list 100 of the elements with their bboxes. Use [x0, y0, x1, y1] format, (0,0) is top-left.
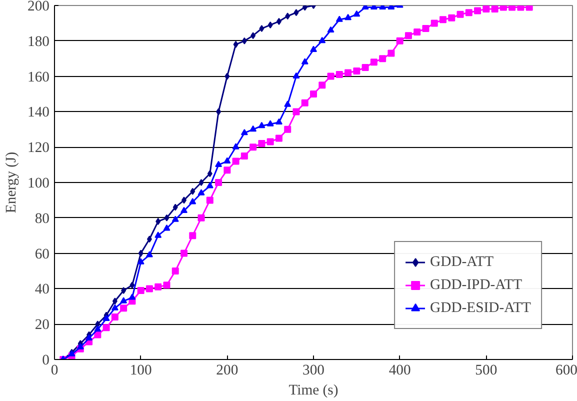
- point: [189, 232, 196, 240]
- point: [121, 286, 126, 294]
- point: [112, 298, 118, 305]
- point: [292, 72, 300, 79]
- point: [422, 25, 430, 32]
- point: [276, 18, 282, 25]
- point: [275, 118, 282, 125]
- point: [111, 304, 118, 310]
- point: [284, 100, 292, 107]
- point: [259, 25, 264, 32]
- y-tick-label: 160: [28, 69, 50, 86]
- point: [379, 55, 386, 62]
- y-tick-label: 80: [34, 210, 50, 227]
- point: [242, 37, 247, 44]
- point: [137, 286, 144, 294]
- point: [207, 170, 212, 178]
- point: [482, 6, 490, 13]
- point: [198, 214, 205, 222]
- point: [240, 152, 248, 160]
- y-tick-label: 20: [34, 317, 50, 334]
- legend-label: GDD-ATT: [430, 254, 494, 270]
- point: [353, 67, 360, 74]
- point: [102, 324, 110, 332]
- point: [128, 294, 136, 300]
- point: [130, 282, 135, 289]
- point: [138, 250, 144, 257]
- point: [232, 143, 240, 150]
- x-tick-label: 400: [388, 362, 411, 378]
- point: [526, 6, 533, 11]
- point: [206, 196, 214, 204]
- point: [301, 58, 308, 64]
- point: [137, 258, 144, 264]
- point: [396, 37, 404, 44]
- point: [215, 160, 222, 168]
- point: [86, 334, 93, 340]
- point: [111, 314, 118, 321]
- point: [258, 122, 266, 128]
- point: [301, 99, 308, 106]
- point: [156, 218, 161, 225]
- point: [198, 189, 205, 196]
- point: [240, 128, 248, 136]
- point: [370, 58, 378, 66]
- point: [327, 72, 334, 80]
- y-tick-label: 180: [28, 34, 50, 50]
- point: [292, 108, 300, 116]
- point: [94, 325, 102, 332]
- y-axis-title: Energy (J): [4, 152, 20, 214]
- point: [172, 204, 178, 211]
- point: [206, 182, 214, 188]
- point: [76, 343, 84, 350]
- point: [250, 32, 256, 40]
- point: [353, 10, 360, 17]
- x-axis-title: Time (s): [288, 382, 338, 398]
- point: [233, 40, 238, 48]
- point: [508, 6, 516, 11]
- point: [216, 108, 222, 116]
- point: [120, 304, 128, 312]
- point: [224, 72, 230, 80]
- y-tick-label: 120: [28, 140, 50, 156]
- point: [344, 69, 352, 76]
- point: [250, 125, 257, 132]
- point: [102, 314, 110, 322]
- y-tick-label: 140: [28, 104, 50, 121]
- point: [456, 10, 464, 18]
- x-tick-label: 600: [556, 362, 577, 378]
- y-tick-label: 0: [42, 352, 50, 368]
- point: [180, 206, 188, 214]
- point: [172, 216, 179, 222]
- point: [224, 157, 231, 164]
- point: [163, 224, 170, 231]
- point: [215, 179, 222, 186]
- point: [336, 16, 343, 22]
- point: [465, 9, 472, 16]
- point: [266, 120, 274, 126]
- point: [164, 214, 170, 222]
- point: [327, 26, 334, 33]
- point: [154, 232, 162, 238]
- point: [190, 188, 196, 195]
- point: [154, 283, 162, 290]
- point: [146, 251, 153, 258]
- point: [180, 250, 188, 257]
- x-tick-label: 300: [302, 362, 324, 378]
- point: [448, 14, 456, 22]
- point: [284, 126, 292, 133]
- x-tick-label: 200: [216, 362, 238, 378]
- point: [120, 297, 128, 304]
- point: [414, 28, 421, 36]
- point: [285, 12, 290, 20]
- y-tick-label: 200: [28, 0, 50, 14]
- point: [198, 179, 204, 186]
- y-tick-label: 60: [34, 246, 50, 262]
- point: [318, 36, 326, 44]
- x-tick-label: 500: [475, 362, 498, 378]
- point: [474, 7, 482, 14]
- point: [404, 32, 412, 40]
- point: [146, 285, 153, 292]
- y-tick-label: 100: [28, 176, 50, 192]
- point: [336, 71, 343, 78]
- point: [388, 50, 395, 57]
- point: [189, 198, 196, 204]
